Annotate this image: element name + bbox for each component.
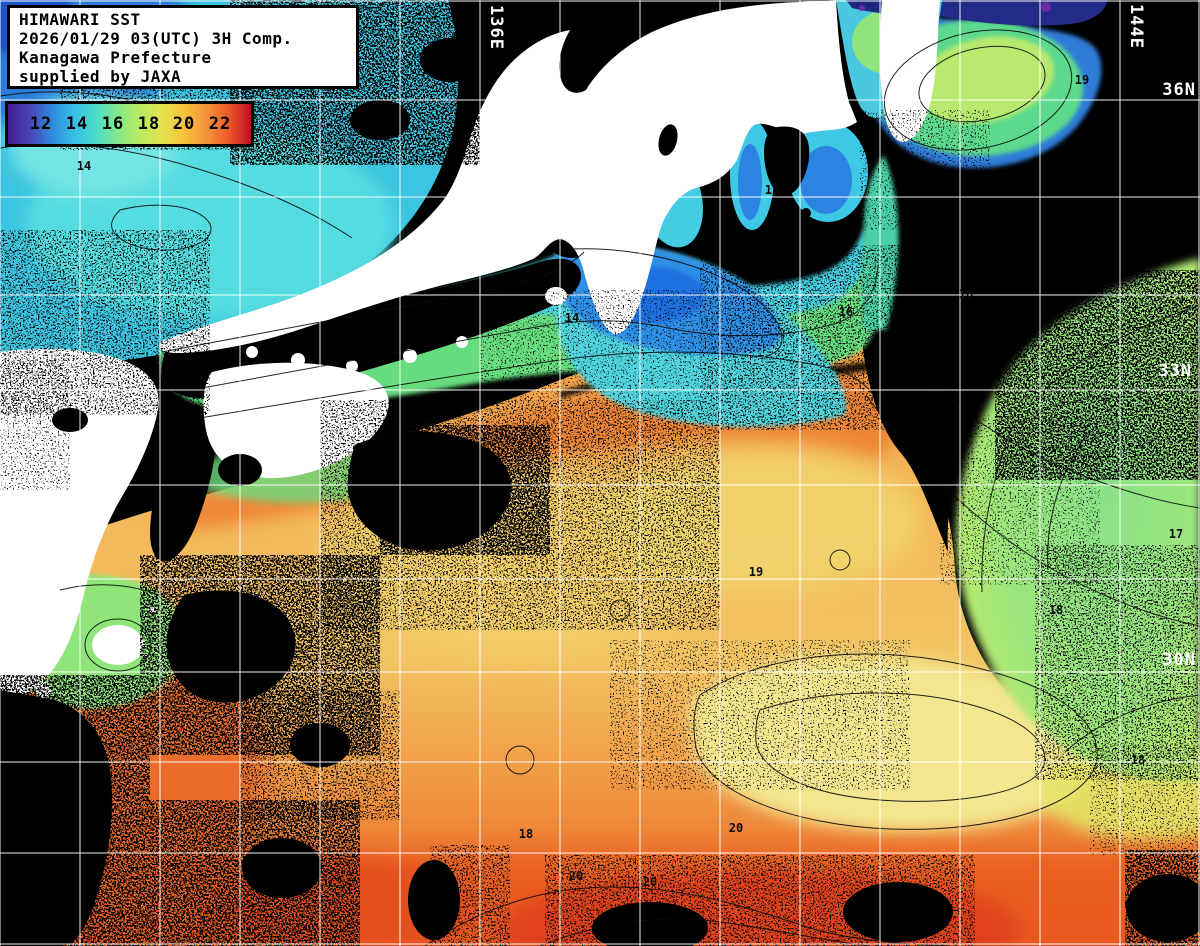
- datetime-label: 2026/01/29 03(UTC) 3H Comp.: [19, 29, 293, 48]
- land-boso-peninsula: [879, 0, 940, 142]
- colorbar-gradient: [8, 104, 251, 144]
- land-islet-seto: [403, 349, 417, 363]
- colorbar-tick: 20: [172, 114, 196, 134]
- land-islet-seto: [291, 353, 305, 367]
- colorbar-tick: 18: [137, 114, 161, 134]
- land-islet-seto: [246, 346, 258, 358]
- colorbar-tick: 12: [29, 114, 53, 134]
- land-islet-seto: [346, 360, 358, 372]
- header-info-box: HIMAWARI SST 2026/01/29 03(UTC) 3H Comp.…: [7, 5, 359, 89]
- land-honshu: [159, 0, 858, 353]
- colorbar-tick: 16: [101, 114, 125, 134]
- colorbar-ticks: 12 14 16 18 20 22: [8, 104, 251, 144]
- temperature-colorbar: 12 14 16 18 20 22: [5, 101, 254, 147]
- colorbar-tick: 14: [65, 114, 89, 134]
- source-label: supplied by JAXA: [19, 67, 182, 86]
- colorbar-tick: 22: [208, 114, 232, 134]
- land-islet-seto: [456, 336, 468, 348]
- land-island: [92, 625, 144, 665]
- region-label: Kanagawa Prefecture: [19, 48, 212, 67]
- product-title: HIMAWARI SST: [19, 10, 141, 29]
